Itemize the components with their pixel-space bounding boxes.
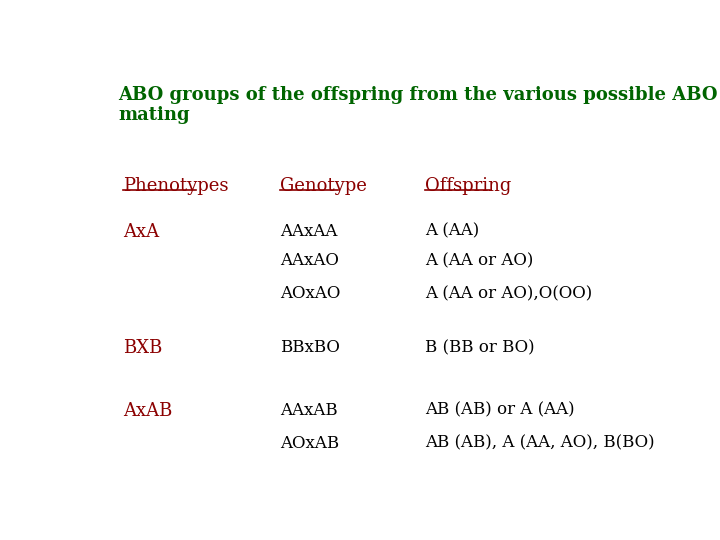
Text: AB (AB) or A (AA): AB (AB) or A (AA) <box>425 402 575 418</box>
Text: AAxAO: AAxAO <box>280 252 338 269</box>
Text: AAxAB: AAxAB <box>280 402 338 418</box>
Text: A (AA or AO),O(OO): A (AA or AO),O(OO) <box>425 285 592 302</box>
Text: Phenotypes: Phenotypes <box>124 177 229 195</box>
Text: Offspring: Offspring <box>425 177 511 195</box>
Text: B (BB or BO): B (BB or BO) <box>425 339 534 356</box>
Text: AOxAB: AOxAB <box>280 435 339 452</box>
Text: BXB: BXB <box>124 339 163 357</box>
Text: AAxAA: AAxAA <box>280 223 337 240</box>
Text: A (AA or AO): A (AA or AO) <box>425 252 534 269</box>
Text: AxAB: AxAB <box>124 402 173 420</box>
Text: Genotype: Genotype <box>280 177 366 195</box>
Text: ABO groups of the offspring from the various possible ABO
mating: ABO groups of the offspring from the var… <box>118 85 717 124</box>
Text: BBxBO: BBxBO <box>280 339 340 356</box>
Text: A (AA): A (AA) <box>425 223 479 240</box>
Text: AB (AB), A (AA, AO), B(BO): AB (AB), A (AA, AO), B(BO) <box>425 435 654 452</box>
Text: AOxAO: AOxAO <box>280 285 340 302</box>
Text: AxA: AxA <box>124 223 160 241</box>
